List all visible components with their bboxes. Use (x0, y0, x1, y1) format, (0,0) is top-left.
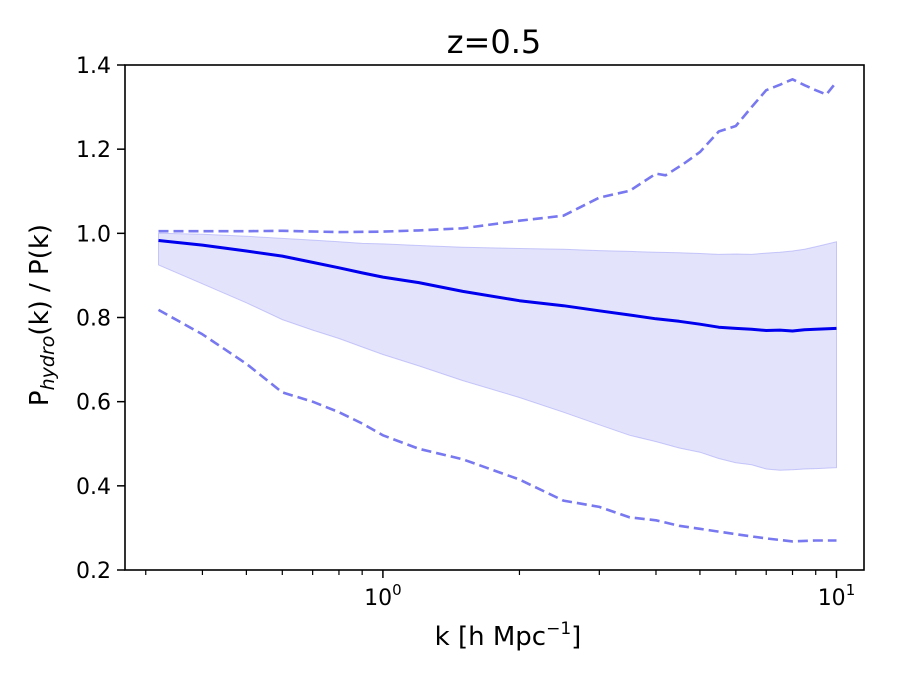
y-axis-label-main: P (25, 390, 55, 406)
y-tick-label: 0.8 (76, 307, 111, 332)
y-axis-label-subscript: hydro (37, 336, 59, 391)
y-tick-label: 0.6 (76, 391, 111, 416)
plot-frame (124, 64, 865, 571)
y-axis-label-rest: (k) / P(k) (25, 224, 55, 336)
x-axis-label-exponent: −1 (546, 619, 571, 639)
x-axis-label-close: ] (571, 622, 581, 652)
series-line-lower-bound (157, 308, 837, 543)
chart-title: z=0.5 (447, 23, 542, 61)
y-tick-label: 1.2 (76, 138, 111, 163)
y-axis-label: Phydro(k) / P(k) (25, 224, 59, 406)
y-tick-label: 0.4 (76, 475, 111, 500)
x-tick-label: 100 (364, 581, 402, 611)
y-tick-label: 0.2 (76, 559, 111, 584)
series-layer (157, 78, 838, 543)
scatter-band (158, 232, 837, 471)
x-axis-label: k [h Mpc−1] (435, 619, 582, 652)
y-tick-label: 1.4 (76, 54, 111, 79)
series-line-median (158, 239, 837, 333)
x-tick-label: 101 (818, 581, 856, 611)
tick-layer: 0.2 0.4 0.6 0.8 1.0 1.2 1.4 100 101 (76, 54, 855, 611)
x-axis-label-base: k [h Mpc (435, 622, 546, 652)
series-line-upper-bound (158, 78, 838, 234)
y-tick-label: 1.0 (76, 222, 111, 247)
band-layer (158, 232, 837, 471)
